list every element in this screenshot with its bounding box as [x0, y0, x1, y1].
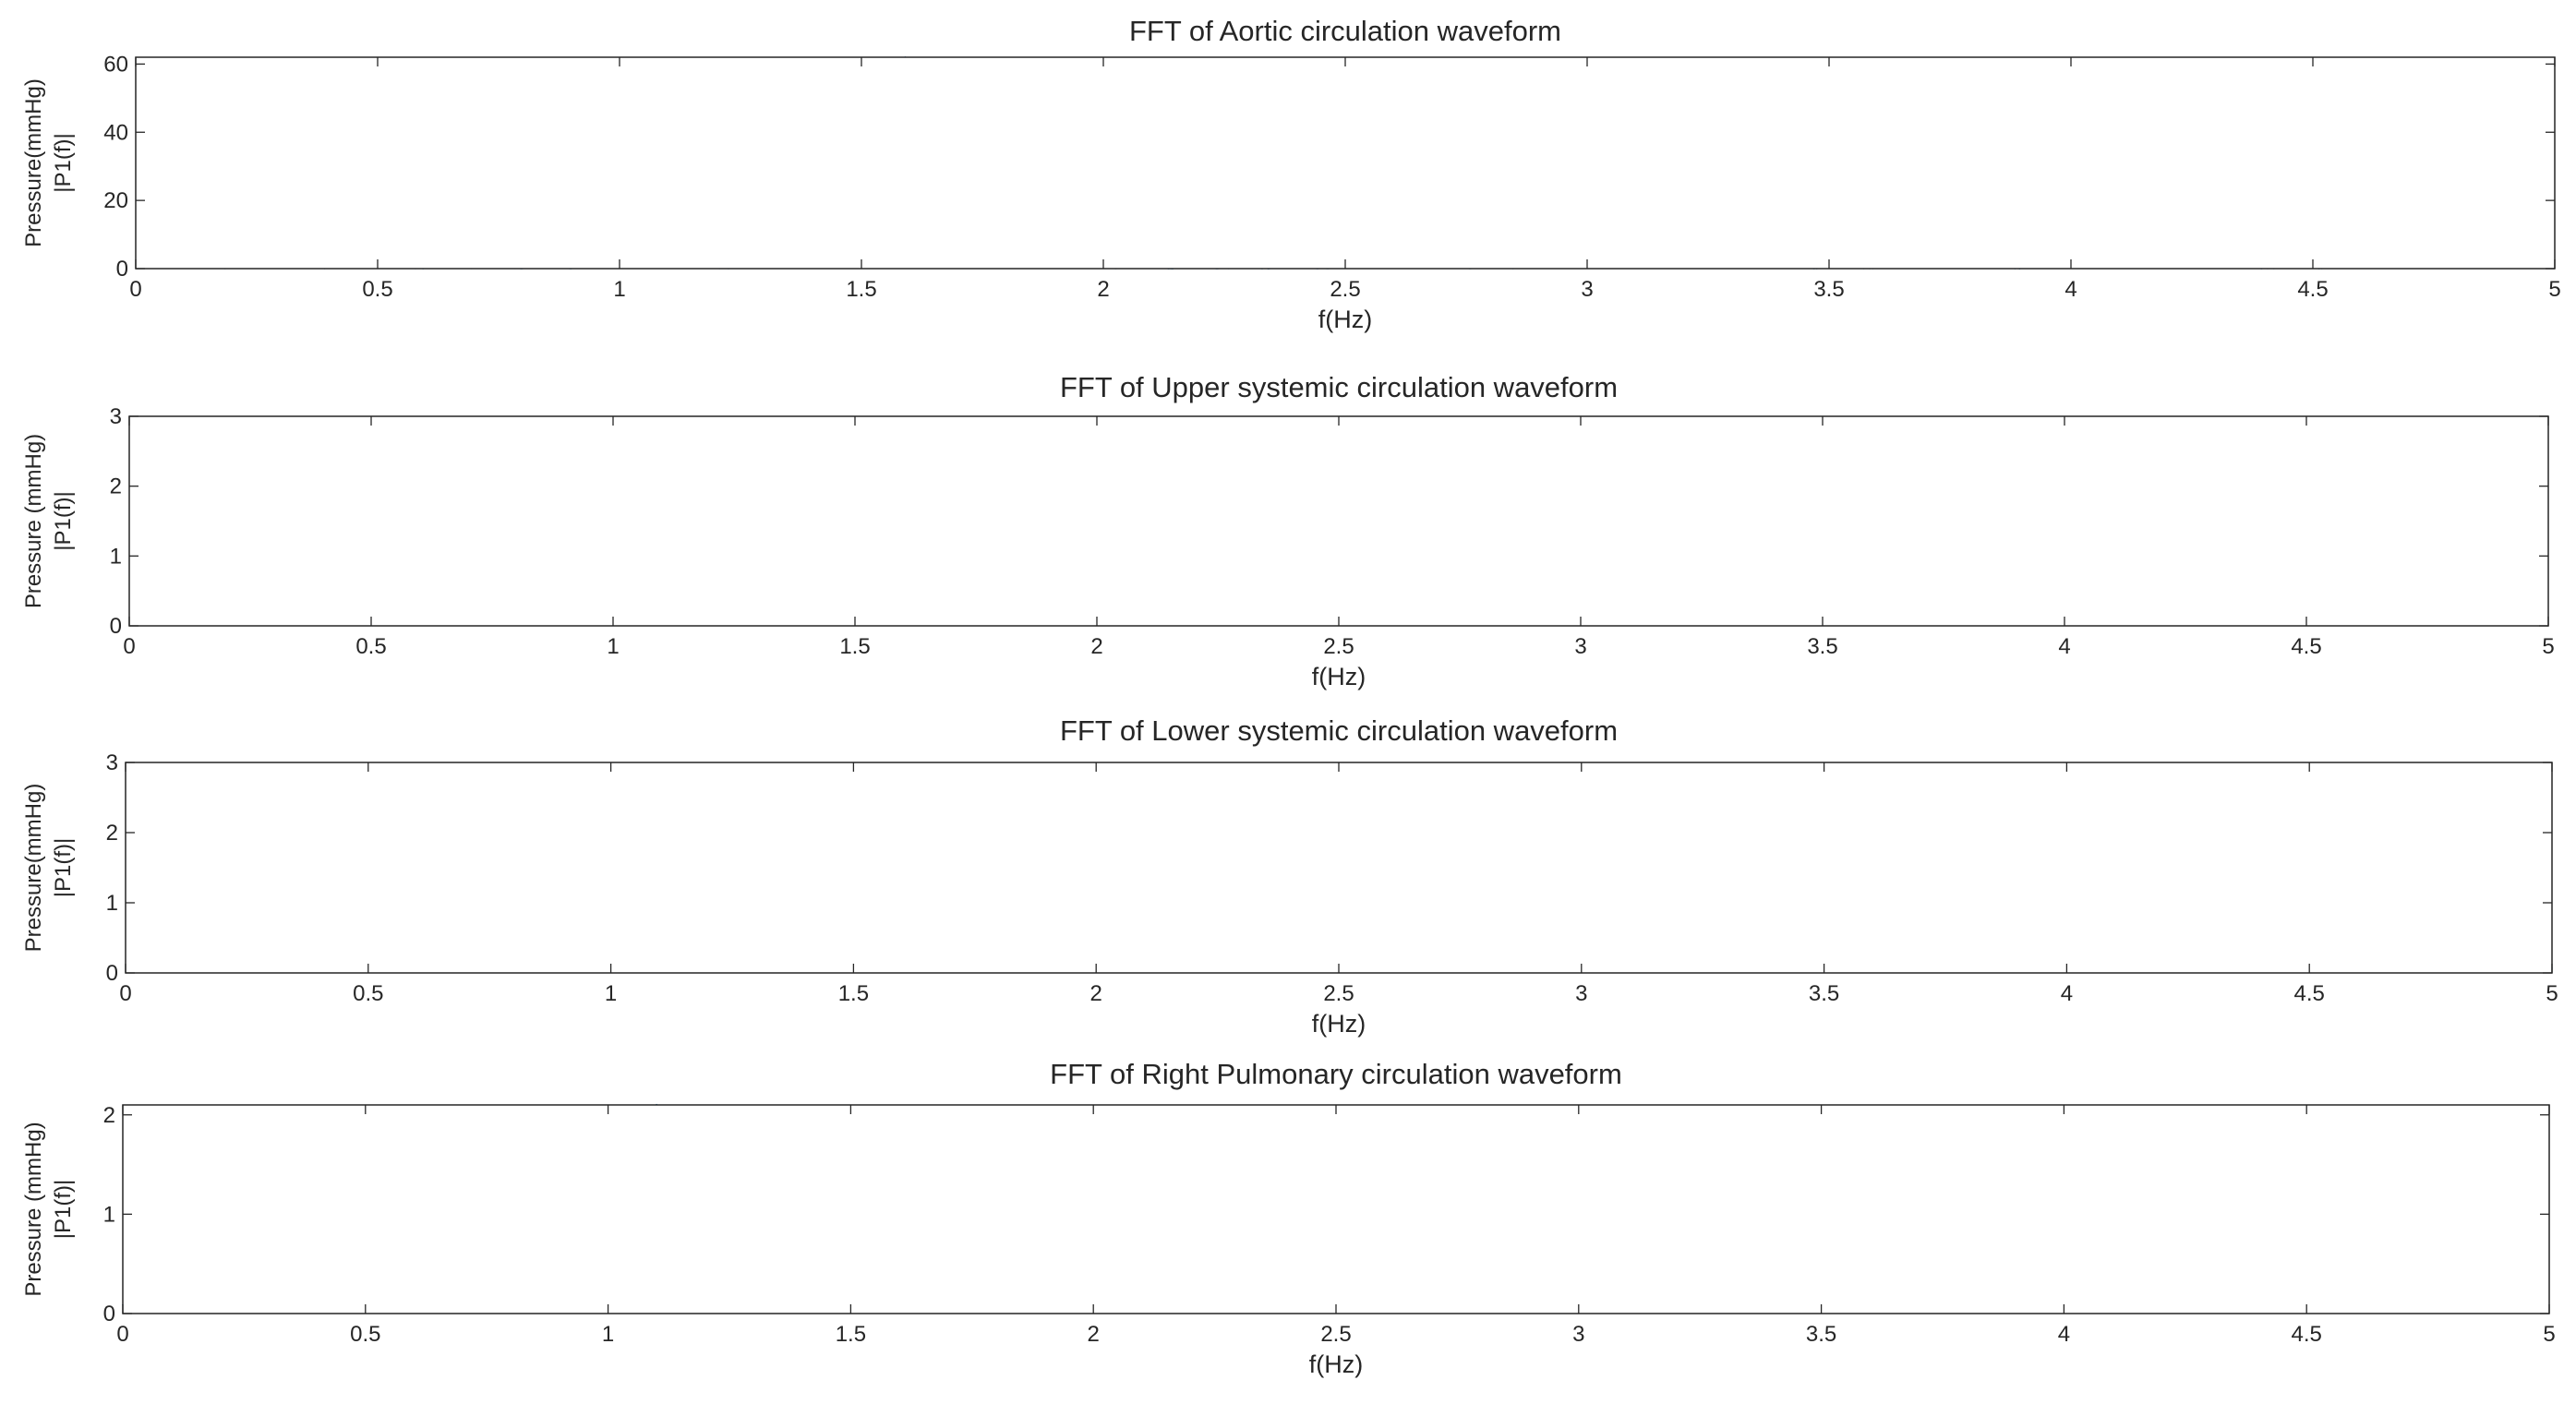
x-tick-label: 1.5 — [836, 1322, 866, 1347]
y-axis-label: Pressure(mmHg) — [21, 78, 46, 247]
x-tick-label: 1.5 — [846, 277, 876, 302]
axes-frame — [125, 762, 2553, 974]
x-tick-label: 4.5 — [2294, 981, 2325, 1006]
x-tick-label: 4 — [2058, 634, 2070, 659]
x-tick-label: 3 — [1581, 277, 1593, 302]
x-tick-label: 2 — [1097, 277, 1109, 302]
x-tick-label: 0 — [123, 634, 135, 659]
y-axis-label: |P1(f)| — [51, 133, 76, 192]
y-tick-label: 2 — [110, 474, 122, 499]
x-axis-label: f(Hz) — [1309, 1350, 1363, 1378]
x-tick-label: 1 — [613, 277, 625, 302]
x-tick-label: 0 — [119, 981, 131, 1006]
x-axis-label: f(Hz) — [1312, 1010, 1366, 1038]
x-tick-label: 2.5 — [1320, 1322, 1351, 1347]
y-tick-label: 0 — [103, 1302, 115, 1326]
x-tick-label: 2 — [1090, 981, 1102, 1006]
x-tick-label: 0.5 — [355, 634, 386, 659]
x-tick-label: 5 — [2548, 277, 2560, 302]
y-axis-label: |P1(f)| — [51, 491, 76, 550]
y-tick-label: 0 — [106, 961, 118, 986]
y-tick-label: 1 — [103, 1202, 115, 1227]
x-tick-label: 3 — [1574, 634, 1586, 659]
y-tick-label: 3 — [106, 750, 118, 775]
x-tick-label: 5 — [2542, 634, 2554, 659]
x-tick-label: 0 — [129, 277, 141, 302]
axes-frame — [128, 415, 2549, 627]
chart-title: FFT of Lower systemic circulation wavefo… — [1060, 714, 1618, 747]
x-tick-label: 0.5 — [350, 1322, 380, 1347]
chart-title: FFT of Upper systemic circulation wavefo… — [1060, 371, 1618, 403]
x-tick-label: 3 — [1575, 981, 1587, 1006]
x-tick-label: 1 — [602, 1322, 614, 1347]
y-tick-label: 60 — [103, 52, 128, 77]
x-tick-label: 4.5 — [2291, 634, 2321, 659]
chart-title: FFT of Aortic circulation waveform — [1129, 15, 1561, 47]
x-tick-label: 4 — [2058, 1322, 2070, 1347]
y-axis-label: Pressure(mmHg) — [21, 784, 46, 953]
x-tick-label: 1.5 — [838, 981, 869, 1006]
y-tick-label: 2 — [106, 821, 118, 846]
x-tick-label: 1.5 — [839, 634, 870, 659]
x-tick-label: 1 — [605, 981, 617, 1006]
x-tick-label: 2 — [1090, 634, 1102, 659]
chart-title: FFT of Right Pulmonary circulation wavef… — [1050, 1058, 1622, 1090]
aortic-fft-panel: 0 0.5 1 1.5 2 2.5 3 3.5 4 4.5 5 0 20 40 60 FFT of Aorti… — [21, 15, 2561, 333]
axes-frame — [135, 56, 2556, 270]
x-tick-label: 3.5 — [1813, 277, 1844, 302]
x-tick-label: 4.5 — [2297, 277, 2328, 302]
y-tick-label: 20 — [103, 188, 128, 213]
x-tick-label: 5 — [2546, 981, 2558, 1006]
upper-systemic-fft-panel: 0 0.5 1 1.5 2 2.5 3 3.5 4 4.5 5 0 1 2 3 FFT of Upper sy… — [21, 371, 2555, 690]
y-tick-label: 0 — [116, 257, 128, 282]
right-pulmonary-fft-panel: 0 0.5 1 1.5 2 2.5 3 3.5 4 4.5 5 0 1 2 FFT of Right Pul… — [21, 1058, 2556, 1378]
x-tick-label: 3.5 — [1809, 981, 1839, 1006]
x-tick-label: 2.5 — [1323, 981, 1354, 1006]
x-tick-label: 0 — [116, 1322, 128, 1347]
y-axis-label: |P1(f)| — [51, 1180, 76, 1239]
x-tick-label: 3.5 — [1807, 634, 1837, 659]
x-tick-label: 0.5 — [353, 981, 383, 1006]
x-tick-label: 1 — [607, 634, 619, 659]
x-tick-label: 4.5 — [2292, 1322, 2322, 1347]
x-tick-label: 2 — [1088, 1322, 1100, 1347]
y-axis-label: |P1(f)| — [51, 838, 76, 897]
x-tick-label: 2.5 — [1330, 277, 1360, 302]
y-tick-label: 0 — [110, 614, 122, 639]
x-tick-label: 2.5 — [1323, 634, 1354, 659]
y-axis-label: Pressure (mmHg) — [21, 434, 46, 608]
y-tick-label: 3 — [110, 404, 122, 429]
y-tick-label: 2 — [103, 1103, 115, 1128]
x-tick-label: 3 — [1572, 1322, 1584, 1347]
y-tick-label: 40 — [103, 120, 128, 145]
x-tick-label: 0.5 — [362, 277, 392, 302]
x-tick-label: 4 — [2061, 981, 2073, 1006]
axes-frame — [122, 1104, 2550, 1314]
x-tick-label: 3.5 — [1806, 1322, 1836, 1347]
x-tick-label: 4 — [2064, 277, 2076, 302]
y-tick-label: 1 — [106, 891, 118, 916]
lower-systemic-fft-panel: 0 0.5 1 1.5 2 2.5 3 3.5 4 4.5 5 0 1 2 3 FFT of Lower sy… — [21, 714, 2558, 1038]
y-tick-label: 1 — [110, 544, 122, 569]
x-tick-label: 5 — [2543, 1322, 2555, 1347]
y-axis-label: Pressure (mmHg) — [21, 1122, 46, 1296]
x-axis-label: f(Hz) — [1312, 663, 1366, 690]
x-axis-label: f(Hz) — [1318, 306, 1372, 333]
